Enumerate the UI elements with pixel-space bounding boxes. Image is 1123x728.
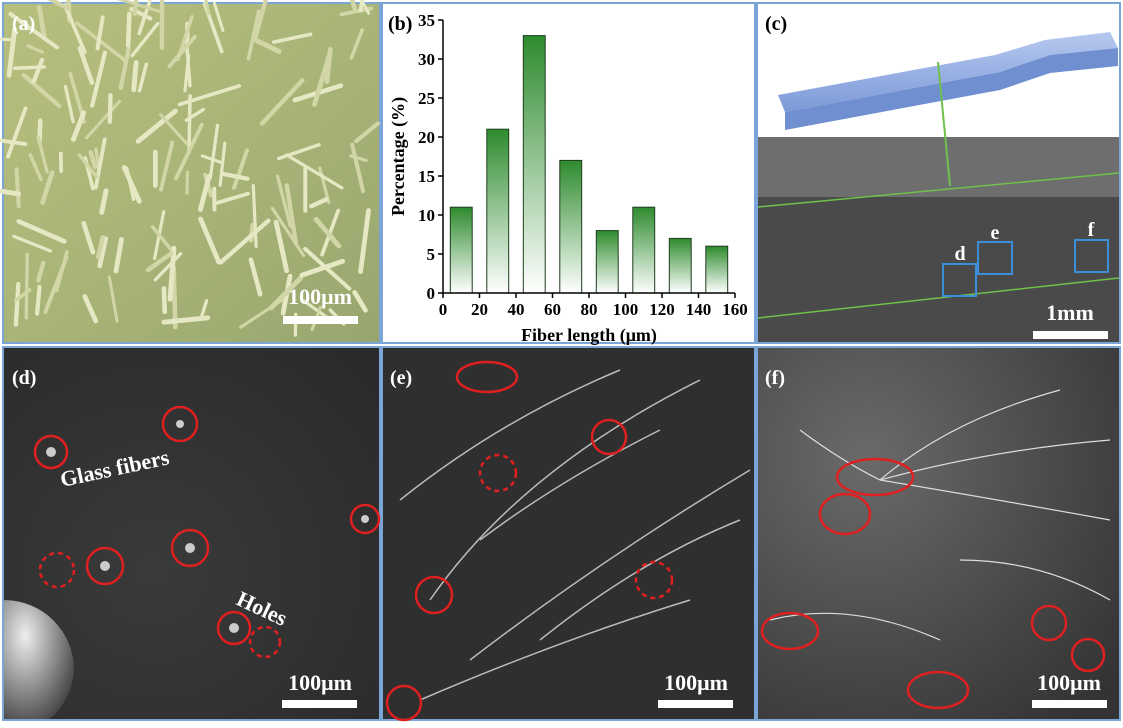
- panel-label: (e): [390, 367, 412, 389]
- fiber: [110, 95, 111, 122]
- panel-f: [757, 347, 1120, 720]
- figure: (a) 100μm (b) 0 5 10 15 20 25 30 35 0 20 40 60 80 100…: [0, 0, 1123, 723]
- fiber: [189, 96, 190, 153]
- bar: [450, 207, 472, 293]
- y-tick-label: 15: [418, 167, 435, 186]
- scale-bar: [1032, 700, 1107, 708]
- fiber: [16, 284, 18, 325]
- fiber: [17, 169, 19, 206]
- x-tick-label: 160: [722, 300, 748, 319]
- panel-label: (b): [388, 13, 412, 35]
- panel-label: (c): [765, 13, 787, 35]
- y-tick-label: 30: [418, 50, 435, 69]
- x-tick-label: 60: [544, 300, 561, 319]
- y-tick-label: 5: [427, 245, 436, 264]
- x-tick-label: 20: [471, 300, 488, 319]
- x-tick-label: 40: [508, 300, 525, 319]
- fiber: [26, 254, 27, 317]
- region-label: f: [1088, 219, 1095, 241]
- y-tick-label: 20: [418, 128, 435, 147]
- panel-e: [382, 347, 755, 720]
- y-tick-label: 35: [418, 11, 435, 30]
- bar: [487, 129, 509, 293]
- scale-bar: [282, 700, 357, 708]
- panel-label: (f): [765, 367, 785, 389]
- x-tick-label: 120: [649, 300, 675, 319]
- scale-bar-label: 100μm: [664, 670, 728, 695]
- x-tick-label: 0: [439, 300, 448, 319]
- bar: [633, 207, 655, 293]
- scale-bar: [1033, 331, 1108, 339]
- bar: [596, 231, 618, 293]
- scale-bar-label: 1mm: [1046, 300, 1094, 325]
- region-label: e: [991, 222, 1000, 244]
- y-tick-label: 25: [418, 89, 435, 108]
- y-tick-label: 0: [427, 284, 436, 303]
- fiber: [164, 288, 165, 311]
- x-tick-label: 80: [581, 300, 598, 319]
- sem-edge: [758, 137, 1119, 197]
- fiber: [128, 14, 129, 45]
- fiber: [135, 0, 137, 14]
- bar: [523, 36, 545, 293]
- fiber: [134, 63, 136, 90]
- bar: [669, 238, 691, 293]
- scale-bar-label: 100μm: [288, 670, 352, 695]
- y-axis-title: Percentage (%): [388, 97, 409, 216]
- x-tick-label: 100: [613, 300, 639, 319]
- y-tick-label: 10: [418, 206, 435, 225]
- scale-bar: [658, 700, 733, 708]
- x-axis-title: Fiber length (μm): [521, 325, 657, 346]
- panel-label: (d): [12, 367, 36, 389]
- bar: [706, 246, 728, 293]
- region-label: d: [954, 243, 965, 265]
- fiber: [37, 287, 39, 314]
- scale-bar: [283, 316, 358, 324]
- bar: [560, 160, 582, 293]
- scale-bar-label: 100μm: [288, 284, 352, 309]
- fiber: [327, 49, 330, 81]
- panel-label: (a): [12, 13, 35, 35]
- x-tick-label: 140: [686, 300, 712, 319]
- scale-bar-label: 100μm: [1037, 670, 1101, 695]
